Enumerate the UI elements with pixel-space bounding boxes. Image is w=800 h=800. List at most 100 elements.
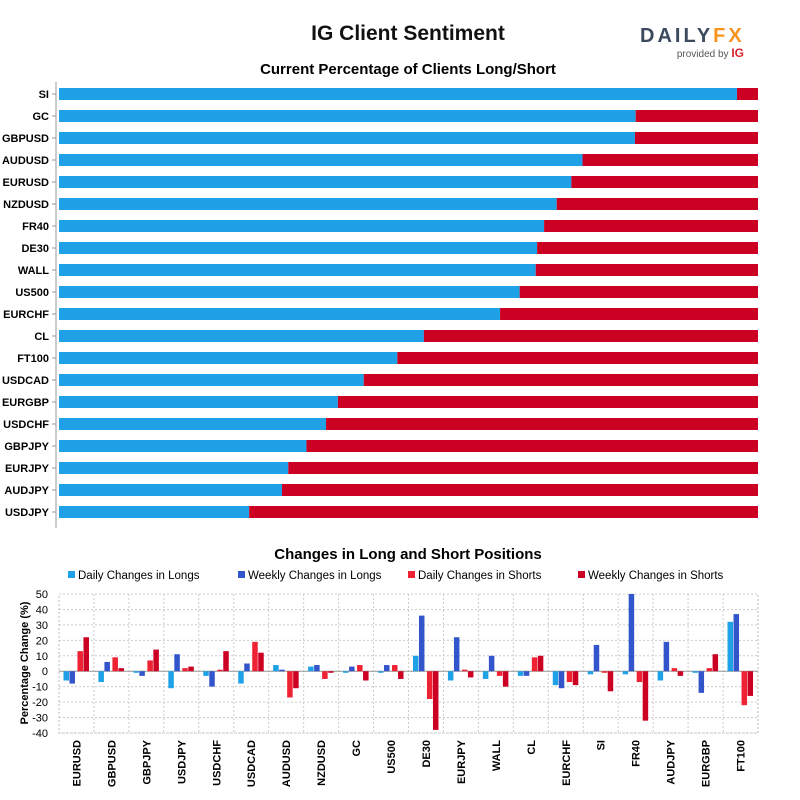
top-tick-label: CL bbox=[34, 331, 49, 343]
top-tick-label: NZDUSD bbox=[3, 199, 49, 211]
top-tick-label: EURUSD bbox=[3, 177, 50, 189]
change-bar-audusd-1 bbox=[279, 669, 285, 672]
x-tick-label: GBPUSD bbox=[106, 740, 118, 787]
change-bar-cl-0 bbox=[517, 671, 524, 676]
top-tick-label: EURJPY bbox=[5, 463, 50, 475]
change-bar-eurgbp-1 bbox=[698, 671, 705, 693]
long-bar-audusd bbox=[59, 154, 583, 166]
change-bar-eurusd-3 bbox=[83, 637, 89, 672]
top-chart-title: Current Percentage of Clients Long/Short bbox=[260, 61, 556, 78]
change-bar-usdjpy-1 bbox=[174, 654, 180, 672]
short-bar-nzdusd bbox=[556, 198, 758, 210]
x-tick-label: EURJPY bbox=[456, 739, 468, 784]
dailyfx-logo: DAILYFX provided by IG bbox=[640, 26, 750, 62]
long-bar-eurchf bbox=[59, 308, 501, 320]
x-tick-label: DE30 bbox=[421, 740, 433, 768]
top-tick-label: FT100 bbox=[17, 353, 49, 365]
top-tick-label: FR40 bbox=[22, 221, 49, 233]
change-bar-eurgbp-0 bbox=[692, 671, 699, 673]
short-bar-usdchf bbox=[326, 418, 758, 430]
top-tick-label: EURCHF bbox=[3, 309, 49, 321]
long-bar-usdchf bbox=[59, 418, 327, 430]
top-chart-axis: SI GC GBPUSD AUDUSD EURUSD NZDUSD FR40 DE30 WALL… bbox=[2, 82, 57, 528]
top-tick-label: WALL bbox=[18, 265, 49, 277]
change-bar-usdchf-3 bbox=[223, 651, 229, 672]
change-bar-audusd-2 bbox=[287, 671, 293, 698]
y-tick-label: 50 bbox=[36, 589, 48, 601]
x-tick-label: EURCHF bbox=[561, 740, 573, 786]
legend-swatch-1 bbox=[238, 571, 245, 578]
long-bar-si bbox=[59, 88, 738, 100]
change-bar-gc-0 bbox=[343, 671, 349, 673]
change-bar-eurjpy-1 bbox=[453, 637, 460, 672]
change-bar-eurjpy-0 bbox=[447, 671, 454, 681]
x-tick-label: CL bbox=[526, 740, 538, 755]
change-bar-de30-1 bbox=[418, 615, 425, 672]
change-bar-eurjpy-2 bbox=[461, 669, 468, 672]
logo-word-main: DAILY bbox=[640, 25, 714, 47]
change-bar-audusd-0 bbox=[273, 665, 279, 672]
change-bar-usdjpy-2 bbox=[182, 668, 188, 672]
change-bar-fr40-1 bbox=[628, 594, 635, 672]
bottom-chart-bars bbox=[63, 594, 754, 730]
change-bar-gbpjpy-3 bbox=[153, 649, 159, 672]
y-tick-label: 30 bbox=[36, 620, 48, 632]
change-bar-eurusd-2 bbox=[77, 651, 83, 672]
top-tick-label: SI bbox=[39, 89, 49, 101]
logo-subline: provided by IG bbox=[677, 46, 744, 60]
x-tick-label: GC bbox=[351, 740, 363, 757]
short-bar-cl bbox=[423, 330, 758, 342]
change-bar-usdchf-0 bbox=[203, 671, 209, 676]
top-chart-bars bbox=[59, 88, 759, 518]
logo-ig-brand: IG bbox=[731, 46, 744, 60]
change-bar-fr40-2 bbox=[636, 671, 643, 683]
top-tick-label: USDCHF bbox=[3, 419, 49, 431]
change-bar-gbpusd-2 bbox=[112, 657, 118, 672]
change-bar-de30-2 bbox=[426, 671, 433, 700]
x-tick-label: NZDUSD bbox=[316, 740, 328, 786]
change-bar-cl-2 bbox=[531, 657, 538, 672]
top-tick-label: US500 bbox=[15, 287, 49, 299]
x-tick-label: EURUSD bbox=[71, 740, 83, 787]
change-bar-eurchf-3 bbox=[572, 671, 579, 686]
change-bar-fr40-0 bbox=[622, 671, 629, 675]
long-bar-gc bbox=[59, 110, 636, 122]
top-tick-label: GC bbox=[33, 111, 50, 123]
long-bar-usdjpy bbox=[59, 506, 250, 518]
change-bar-ft100-0 bbox=[727, 621, 734, 672]
short-bar-si bbox=[737, 88, 758, 100]
x-tick-label: AUDJPY bbox=[666, 739, 678, 784]
y-tick-label: 40 bbox=[36, 604, 48, 616]
long-bar-usdcad bbox=[59, 374, 364, 386]
top-tick-label: AUDUSD bbox=[2, 155, 49, 167]
change-bar-nzdusd-1 bbox=[314, 665, 320, 672]
long-bar-ft100 bbox=[59, 352, 398, 364]
legend-label-1: Weekly Changes in Longs bbox=[248, 570, 382, 582]
change-bar-us500-2 bbox=[392, 665, 398, 672]
change-bar-audjpy-3 bbox=[677, 671, 684, 676]
change-bar-eurjpy-3 bbox=[467, 671, 474, 678]
long-bar-audjpy bbox=[59, 484, 282, 496]
change-bar-wall-1 bbox=[488, 655, 495, 672]
change-bar-de30-3 bbox=[432, 671, 439, 730]
change-bar-wall-2 bbox=[496, 671, 503, 676]
change-bar-cl-1 bbox=[523, 671, 530, 676]
short-bar-audusd bbox=[582, 154, 758, 166]
legend-swatch-0 bbox=[68, 571, 75, 578]
x-tick-label: WALL bbox=[491, 740, 503, 771]
bottom-chart-title: Changes in Long and Short Positions bbox=[274, 546, 542, 563]
top-tick-label: EURGBP bbox=[2, 397, 49, 409]
y-tick-label: -30 bbox=[32, 713, 48, 725]
change-bar-gbpusd-0 bbox=[98, 671, 104, 683]
short-bar-de30 bbox=[537, 242, 758, 254]
x-tick-label: USDCHF bbox=[211, 740, 223, 786]
y-tick-label: -10 bbox=[32, 682, 48, 694]
short-bar-gbpusd bbox=[634, 132, 758, 144]
change-bar-usdjpy-0 bbox=[168, 671, 174, 689]
short-bar-ft100 bbox=[397, 352, 758, 364]
change-bar-ft100-2 bbox=[741, 671, 748, 706]
change-bar-nzdusd-0 bbox=[308, 666, 314, 672]
change-bar-usdcad-2 bbox=[252, 641, 258, 672]
x-tick-label: EURGBP bbox=[701, 740, 713, 787]
